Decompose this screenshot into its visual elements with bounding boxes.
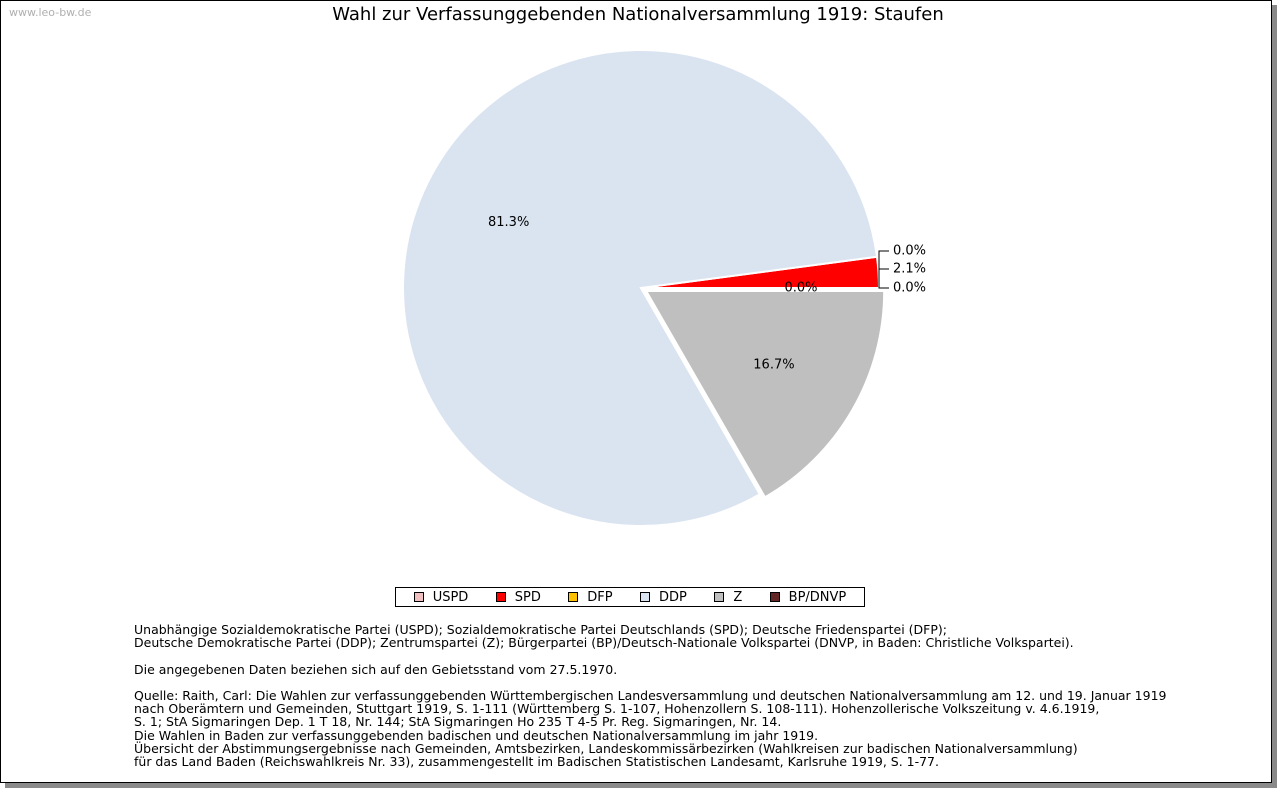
legend-item-spd: SPD	[495, 589, 541, 605]
slice-label-bp-dnvp: 0.0%	[784, 281, 817, 296]
legend-label: BP/DNVP	[788, 589, 847, 605]
source-line-6: für das Land Baden (Reichswahlkreis Nr. …	[134, 754, 939, 770]
legend-label: Z	[733, 589, 743, 605]
legend-item-bp-dnvp: BP/DNVP	[769, 589, 847, 605]
legend-swatch	[714, 592, 725, 602]
legend-label: DDP	[659, 589, 687, 605]
notes: Unabhängige Sozialdemokratische Partei (…	[134, 623, 1234, 769]
legend-item-uspd: USPD	[413, 589, 469, 605]
slice-label-dfp: 0.0%	[893, 281, 926, 296]
source-line-5: Übersicht der Abstimmungsergebnisse nach…	[134, 741, 1078, 757]
legend-swatch	[568, 592, 579, 602]
source-line-1: Quelle: Raith, Carl: Die Wahlen zur verf…	[134, 687, 1167, 703]
source-line-4: Die Wahlen in Baden zur verfassunggebend…	[134, 727, 819, 743]
source-line-3: S. 1; StA Sigmaringen Dep. 1 T 18, Nr. 1…	[134, 714, 782, 730]
slice-label-spd: 2.1%	[893, 262, 926, 277]
slice-label-dfp-leader	[878, 256, 889, 289]
pie-slice-z	[644, 290, 886, 499]
legend-swatch	[413, 592, 424, 602]
party-note-1: Unabhängige Sozialdemokratische Partei (…	[134, 622, 947, 637]
legend-label: SPD	[514, 589, 541, 605]
source-line-2: nach Oberämtern und Gemeinden, Stuttgart…	[134, 701, 1100, 717]
chart-legend: USPD SPD DFP DDP Z BP/DNVP	[395, 587, 865, 607]
legend-swatch	[640, 592, 651, 602]
slice-label-ddp: 81.3%	[488, 215, 529, 230]
party-note-2: Deutsche Demokratische Partei (DDP); Zen…	[134, 635, 1074, 651]
legend-label: DFP	[587, 589, 613, 605]
territory-note: Die angegebenen Daten beziehen sich auf …	[134, 661, 618, 677]
legend-swatch	[769, 592, 780, 602]
legend-swatch	[495, 592, 506, 602]
slice-label-spd-leader	[878, 268, 889, 273]
legend-label: USPD	[432, 589, 469, 605]
watermark: www.leo-bw.de	[9, 6, 92, 19]
slice-label-uspd: 0.0%	[893, 244, 926, 259]
legend-item-ddp: DDP	[640, 590, 687, 605]
legend-item-z: Z	[714, 590, 742, 605]
pie-slice-ddp	[402, 49, 879, 527]
legend-item-dfp: DFP	[568, 589, 613, 605]
pie-chart: 81.3% 16.7% 0.0% 2.1% 0.0% 0.0%	[402, 49, 926, 527]
slice-label-z: 16.7%	[753, 357, 794, 372]
chart-title: Wahl zur Verfassunggebenden Nationalvers…	[332, 4, 944, 25]
